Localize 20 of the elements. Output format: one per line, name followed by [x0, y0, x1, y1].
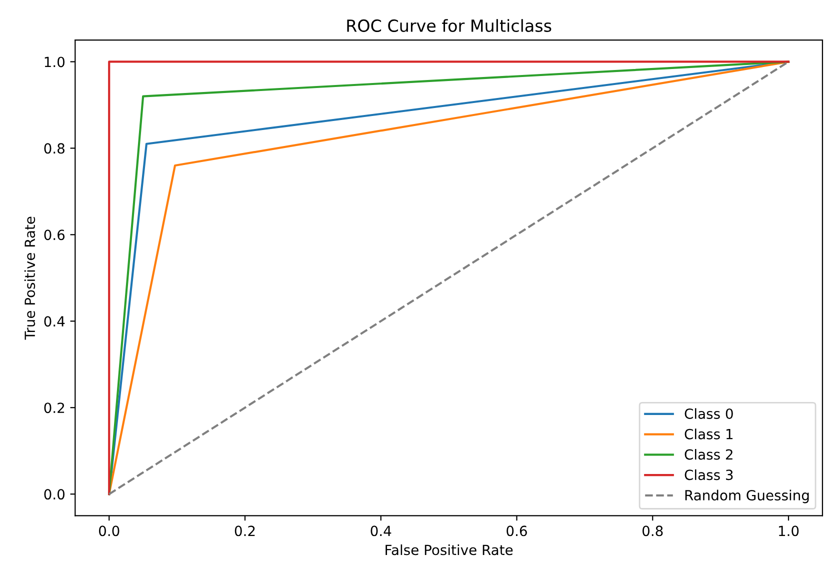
x-tick-label: 1.0: [778, 526, 799, 536]
chart-title: ROC Curve for Multiclass: [347, 19, 552, 32]
legend-label: Class 1: [684, 428, 733, 440]
legend-label: Class 0: [684, 408, 733, 419]
x-tick-label: 0.8: [642, 526, 663, 536]
y-tick-label: 1.0: [44, 56, 65, 68]
legend-label: Class 2: [684, 448, 732, 460]
y-tick-label: 0.4: [44, 316, 65, 327]
y-axis-title: True Positive Rate: [24, 216, 36, 340]
x-tick-label: 0.2: [234, 526, 255, 536]
x-tick-label: 0.4: [370, 526, 392, 536]
x-axis-title: False Positive Rate: [386, 544, 513, 556]
x-tick-label: 0.0: [98, 526, 120, 536]
y-tick-label: 0.8: [44, 143, 64, 154]
y-tick-label: 0.2: [44, 402, 64, 414]
y-tick-label: 0.6: [44, 230, 65, 240]
legend-label: Random Guessing: [685, 490, 809, 504]
y-tick-label: 0.0: [44, 489, 65, 500]
x-tick-label: 0.6: [506, 526, 527, 536]
legend-label: Class 3: [684, 469, 733, 480]
